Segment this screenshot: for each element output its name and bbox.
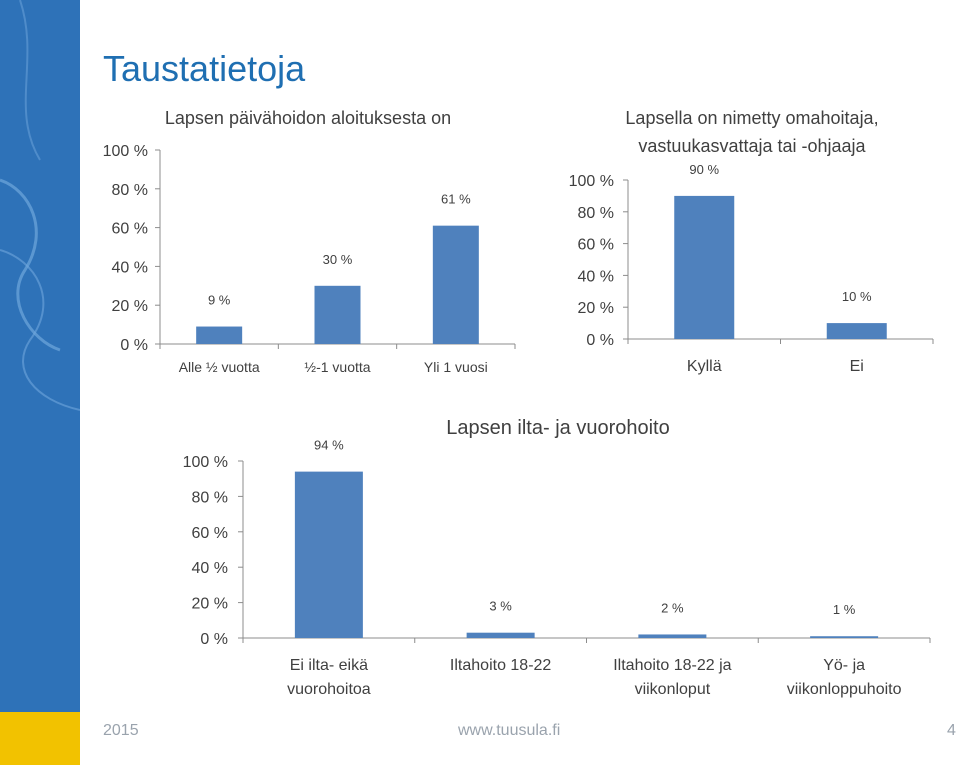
category-label: Ei ilta- eikä [290, 657, 368, 674]
category-label: Ei [850, 358, 864, 375]
bar [810, 636, 879, 638]
bar [826, 323, 887, 339]
y-tick-label: 60 % [192, 525, 228, 542]
bar [196, 326, 243, 344]
data-label: 30 % [323, 252, 353, 267]
y-tick-label: 40 % [112, 259, 148, 276]
category-label: viikonloput [635, 681, 711, 698]
y-tick-label: 100 % [183, 454, 228, 471]
chart-title: vastuukasvattaja tai -ohjaaja [638, 136, 866, 156]
category-label: ½-1 vuotta [304, 359, 370, 375]
category-label: viikonloppuhoito [787, 681, 902, 698]
category-label: Iltahoito 18-22 ja [613, 657, 731, 674]
footer-url: www.tuusula.fi [458, 722, 561, 739]
y-tick-label: 80 % [578, 205, 614, 222]
bar [432, 225, 479, 344]
slide-title: Taustatietoja [103, 48, 306, 89]
data-label: 1 % [833, 602, 856, 617]
data-label: 94 % [314, 438, 344, 453]
category-label: Kyllä [687, 358, 722, 375]
bar [674, 195, 735, 339]
y-tick-label: 60 % [112, 221, 148, 238]
y-tick-label: 100 % [103, 143, 148, 160]
data-label: 61 % [441, 192, 471, 207]
y-tick-label: 80 % [192, 489, 228, 506]
data-label: 3 % [489, 599, 512, 614]
category-label: vuorohoitoa [287, 681, 371, 698]
category-label: Yli 1 vuosi [424, 359, 488, 375]
chart-title: Lapsen ilta- ja vuorohoito [446, 417, 669, 439]
data-label: 10 % [842, 289, 872, 304]
category-label: Yö- ja [823, 657, 865, 674]
bar [638, 634, 707, 638]
data-label: 2 % [661, 600, 684, 615]
sidebar-decoration [0, 0, 80, 765]
data-label: 9 % [208, 293, 231, 308]
y-tick-label: 40 % [192, 560, 228, 577]
category-label: Alle ½ vuotta [179, 359, 260, 375]
y-tick-label: 100 % [569, 173, 614, 190]
y-tick-label: 60 % [578, 237, 614, 254]
footer-year: 2015 [103, 722, 139, 739]
y-tick-label: 20 % [578, 300, 614, 317]
y-tick-label: 20 % [112, 298, 148, 315]
chart-title: Lapsella on nimetty omahoitaja, [625, 108, 878, 128]
y-tick-label: 80 % [112, 182, 148, 199]
y-tick-label: 0 % [586, 332, 614, 349]
bar [314, 285, 361, 344]
data-label: 90 % [689, 162, 719, 177]
y-tick-label: 40 % [578, 268, 614, 285]
y-tick-label: 20 % [192, 596, 228, 613]
category-label: Iltahoito 18-22 [450, 657, 552, 674]
chart-title: Lapsen päivähoidon aloituksesta on [165, 108, 451, 128]
y-tick-label: 0 % [120, 337, 148, 354]
bar [466, 632, 535, 638]
bar [294, 471, 363, 638]
y-tick-label: 0 % [200, 631, 228, 648]
page-number: 4 [947, 722, 956, 739]
